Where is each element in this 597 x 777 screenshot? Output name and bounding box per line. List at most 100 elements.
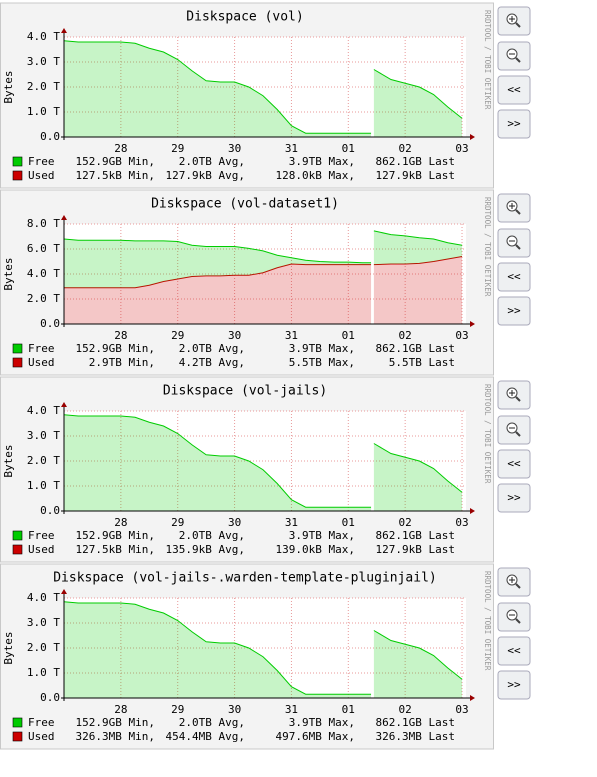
button-label: << [507,270,521,283]
x-tick-label: 03 [455,329,468,342]
x-tick-label: 01 [342,142,355,155]
y-tick-label: 1.0 T [27,479,60,492]
legend-stat: 2.0TB Avg, [179,342,245,355]
area [64,264,372,324]
axis-arrow [470,321,475,327]
zoom-in-button[interactable] [497,567,531,597]
button-face [497,296,531,326]
zoom-out-button[interactable] [497,228,531,258]
legend-stat: 127.5kB Min, [76,543,155,556]
line [373,230,463,246]
button-label: << [507,83,521,96]
y-tick-label: 0.0 [40,504,60,517]
magnifier-handle [515,57,521,63]
button-label: >> [507,678,521,691]
legend-stat: 128.0kB Max, [276,169,355,182]
x-tick-label: 02 [399,329,412,342]
axis-arrow [61,402,67,407]
legend-label: Free [28,342,55,355]
forward-button[interactable]: >> [497,670,531,700]
x-tick-label: 31 [285,516,298,529]
zoom-out-button[interactable] [497,415,531,445]
button-face [497,483,531,513]
y-tick-label: 2.0 T [27,292,60,305]
legend-stat: 862.1GB Last [376,529,455,542]
button-label: >> [507,117,521,130]
back-button[interactable]: << [497,636,531,666]
area [373,230,463,265]
x-tick-label: 03 [455,516,468,529]
x-tick-label: 02 [399,703,412,716]
magnifier-handle [515,244,521,250]
magnifier-handle [515,431,521,437]
x-tick-label: 01 [342,516,355,529]
axis-arrow [470,695,475,701]
legend-label: Used [28,169,55,182]
watermark: RRDTOOL / TOBI OETIKER [483,197,492,297]
button-face [497,109,531,139]
area [373,256,463,324]
legend-stat: 3.9TB Max, [289,155,355,168]
y-tick-label: 0.0 [40,317,60,330]
legend-stat: 127.9kB Avg, [166,169,245,182]
y-tick-label: 3.0 T [27,429,60,442]
axis-arrow [61,589,67,594]
x-tick-label: 29 [171,329,184,342]
y-tick-label: 6.0 T [27,242,60,255]
x-tick-label: 02 [399,516,412,529]
zoom-out-button[interactable] [497,602,531,632]
magnifier-handle [515,618,521,624]
legend-stat: 4.2TB Avg, [179,356,245,369]
button-label: << [507,644,521,657]
legend-stat: 127.9kB Last [376,169,455,182]
legend-stat: 454.4MB Avg, [166,730,245,743]
area [64,40,372,137]
series-layer [63,230,463,324]
forward-button[interactable]: >> [497,483,531,513]
button-label: >> [507,491,521,504]
axis-arrow [470,134,475,140]
y-axis-label: Bytes [2,257,15,290]
zoom-in-button[interactable] [497,6,531,36]
legend-stat: 862.1GB Last [376,342,455,355]
magnifier-handle [515,396,521,402]
legend-swatch [12,731,23,742]
area [64,414,372,511]
y-tick-label: 2.0 T [27,454,60,467]
area [373,69,463,137]
line [373,256,463,266]
x-tick-label: 28 [114,142,127,155]
x-tick-label: 30 [228,516,241,529]
legend-stat: 139.0kB Max, [276,543,355,556]
legend-swatch [12,530,23,541]
y-tick-label: 0.0 [40,691,60,704]
area [373,443,463,511]
x-tick-label: 31 [285,329,298,342]
axis-arrow [470,508,475,514]
back-button[interactable]: << [497,75,531,105]
y-tick-label: 3.0 T [27,55,60,68]
zoom-out-button[interactable] [497,41,531,71]
zoom-in-button[interactable] [497,380,531,410]
forward-button[interactable]: >> [497,109,531,139]
area [64,239,372,288]
x-tick-label: 01 [342,703,355,716]
legend-stat: 5.5TB Last [389,356,455,369]
button-label: << [507,457,521,470]
y-tick-label: 1.0 T [27,105,60,118]
button-face [497,75,531,105]
area [373,630,463,698]
chart-title: Diskspace (vol-jails-.warden-template-pl… [53,571,437,586]
y-tick-label: 8.0 T [27,217,60,230]
zoom-in-button[interactable] [497,193,531,223]
forward-button[interactable]: >> [497,296,531,326]
legend-stat: 862.1GB Last [376,155,455,168]
watermark: RRDTOOL / TOBI OETIKER [483,384,492,484]
legend-stat: 152.9GB Min, [76,155,155,168]
y-tick-label: 2.0 T [27,80,60,93]
back-button[interactable]: << [497,262,531,292]
legend-stat: 152.9GB Min, [76,716,155,729]
back-button[interactable]: << [497,449,531,479]
